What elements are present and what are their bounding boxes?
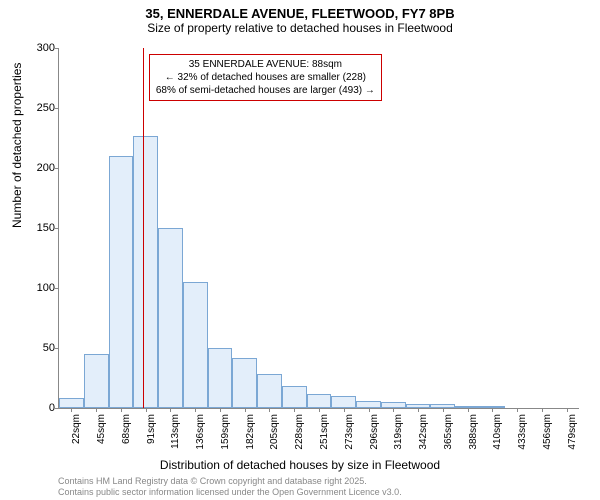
x-tick-mark: [393, 408, 394, 412]
x-tick-mark: [245, 408, 246, 412]
footer-line-2: Contains public sector information licen…: [58, 487, 402, 498]
histogram-bar: [257, 374, 282, 408]
y-tick-label: 100: [25, 282, 55, 294]
x-tick-mark: [71, 408, 72, 412]
chart-container: 35, ENNERDALE AVENUE, FLEETWOOD, FY7 8PB…: [0, 0, 600, 500]
y-tick-label: 250: [25, 102, 55, 114]
y-tick-label: 0: [25, 402, 55, 414]
histogram-bar: [208, 348, 233, 408]
y-tick-label: 200: [25, 162, 55, 174]
annotation-line-2: ← 32% of detached houses are smaller (22…: [156, 71, 375, 84]
annotation-line-1: 35 ENNERDALE AVENUE: 88sqm: [156, 58, 375, 71]
y-axis-label: Number of detached properties: [10, 63, 24, 228]
histogram-bar: [183, 282, 208, 408]
x-tick-mark: [294, 408, 295, 412]
y-tick-mark: [55, 48, 59, 49]
y-tick-mark: [55, 108, 59, 109]
histogram-bar: [356, 401, 381, 408]
histogram-bar: [158, 228, 183, 408]
histogram-bar: [331, 396, 356, 408]
x-tick-mark: [443, 408, 444, 412]
y-tick-label: 150: [25, 222, 55, 234]
x-tick-mark: [468, 408, 469, 412]
footer-line-1: Contains HM Land Registry data © Crown c…: [58, 476, 402, 487]
histogram-bar: [133, 136, 158, 408]
histogram-bar: [59, 398, 84, 408]
x-axis-label: Distribution of detached houses by size …: [0, 458, 600, 472]
x-tick-mark: [96, 408, 97, 412]
y-tick-mark: [55, 288, 59, 289]
plot-area: 05010015020025030022sqm45sqm68sqm91sqm11…: [58, 48, 579, 409]
annotation-line-3: 68% of semi-detached houses are larger (…: [156, 84, 375, 97]
y-tick-mark: [55, 348, 59, 349]
x-tick-mark: [319, 408, 320, 412]
x-tick-mark: [220, 408, 221, 412]
chart-title: 35, ENNERDALE AVENUE, FLEETWOOD, FY7 8PB: [0, 0, 600, 21]
x-tick-mark: [146, 408, 147, 412]
histogram-bar: [109, 156, 134, 408]
x-tick-mark: [195, 408, 196, 412]
y-tick-mark: [55, 408, 59, 409]
x-tick-mark: [269, 408, 270, 412]
x-tick-mark: [542, 408, 543, 412]
x-tick-mark: [492, 408, 493, 412]
property-marker-line: [143, 48, 144, 408]
y-tick-label: 50: [25, 342, 55, 354]
chart-subtitle: Size of property relative to detached ho…: [0, 21, 600, 39]
histogram-bar: [84, 354, 109, 408]
y-tick-label: 300: [25, 42, 55, 54]
footer-attribution: Contains HM Land Registry data © Crown c…: [58, 476, 402, 498]
x-tick-mark: [567, 408, 568, 412]
y-tick-mark: [55, 228, 59, 229]
histogram-bar: [307, 394, 332, 408]
x-tick-mark: [170, 408, 171, 412]
x-tick-mark: [517, 408, 518, 412]
x-tick-mark: [369, 408, 370, 412]
x-tick-mark: [418, 408, 419, 412]
y-tick-mark: [55, 168, 59, 169]
x-tick-mark: [344, 408, 345, 412]
annotation-callout: 35 ENNERDALE AVENUE: 88sqm← 32% of detac…: [149, 54, 382, 101]
histogram-bar: [282, 386, 307, 408]
x-tick-mark: [121, 408, 122, 412]
histogram-bar: [232, 358, 257, 408]
